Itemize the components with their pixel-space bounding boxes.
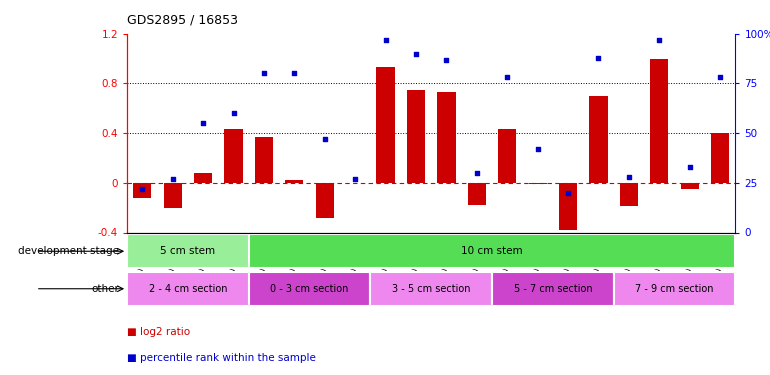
Bar (407, 90, 425, 183)
Bar (711, 133, 729, 183)
Bar (614, 272, 735, 306)
Bar (194, 173, 213, 183)
Point (380, 37, 392, 43)
Text: ■ percentile rank within the sample: ■ percentile rank within the sample (127, 353, 316, 363)
Text: other: other (92, 284, 119, 294)
Point (470, 170, 483, 176)
Text: 2 - 4 cm section: 2 - 4 cm section (149, 284, 227, 294)
Text: 5 cm stem: 5 cm stem (160, 246, 216, 256)
Bar (377, 67, 395, 183)
Point (288, 70, 300, 76)
Text: development stage: development stage (18, 246, 119, 256)
Bar (249, 234, 735, 268)
Point (258, 70, 270, 76)
Text: 7 - 9 cm section: 7 - 9 cm section (635, 284, 714, 294)
Bar (589, 96, 608, 183)
Bar (127, 234, 249, 268)
Text: ■ log2 ratio: ■ log2 ratio (127, 327, 190, 337)
Bar (163, 183, 182, 208)
Point (349, 176, 361, 182)
Text: 3 - 5 cm section: 3 - 5 cm section (392, 284, 470, 294)
Point (136, 186, 149, 192)
Point (684, 164, 696, 170)
Text: 10 cm stem: 10 cm stem (461, 246, 523, 256)
Point (410, 51, 422, 57)
Bar (467, 183, 486, 205)
Text: 5 - 7 cm section: 5 - 7 cm section (514, 284, 592, 294)
Point (197, 120, 209, 126)
Bar (255, 137, 273, 183)
Point (227, 110, 239, 116)
Bar (316, 183, 334, 218)
Bar (498, 129, 517, 183)
Point (319, 136, 331, 142)
Bar (224, 129, 243, 183)
Point (440, 57, 453, 63)
Point (166, 176, 179, 182)
Point (562, 190, 574, 196)
Bar (492, 272, 614, 306)
Point (653, 37, 665, 43)
Bar (249, 272, 370, 306)
Bar (559, 183, 578, 230)
Text: 0 - 3 cm section: 0 - 3 cm section (270, 284, 349, 294)
Point (714, 75, 726, 81)
Bar (681, 183, 699, 189)
Point (501, 75, 514, 81)
Bar (285, 180, 303, 183)
Bar (650, 58, 668, 183)
Point (531, 146, 544, 152)
Bar (620, 183, 638, 206)
Bar (127, 272, 249, 306)
Point (592, 55, 604, 61)
Bar (370, 272, 492, 306)
Point (623, 174, 635, 180)
Bar (528, 183, 547, 184)
Bar (133, 183, 152, 198)
Bar (437, 92, 456, 183)
Text: GDS2895 / 16853: GDS2895 / 16853 (127, 13, 238, 26)
